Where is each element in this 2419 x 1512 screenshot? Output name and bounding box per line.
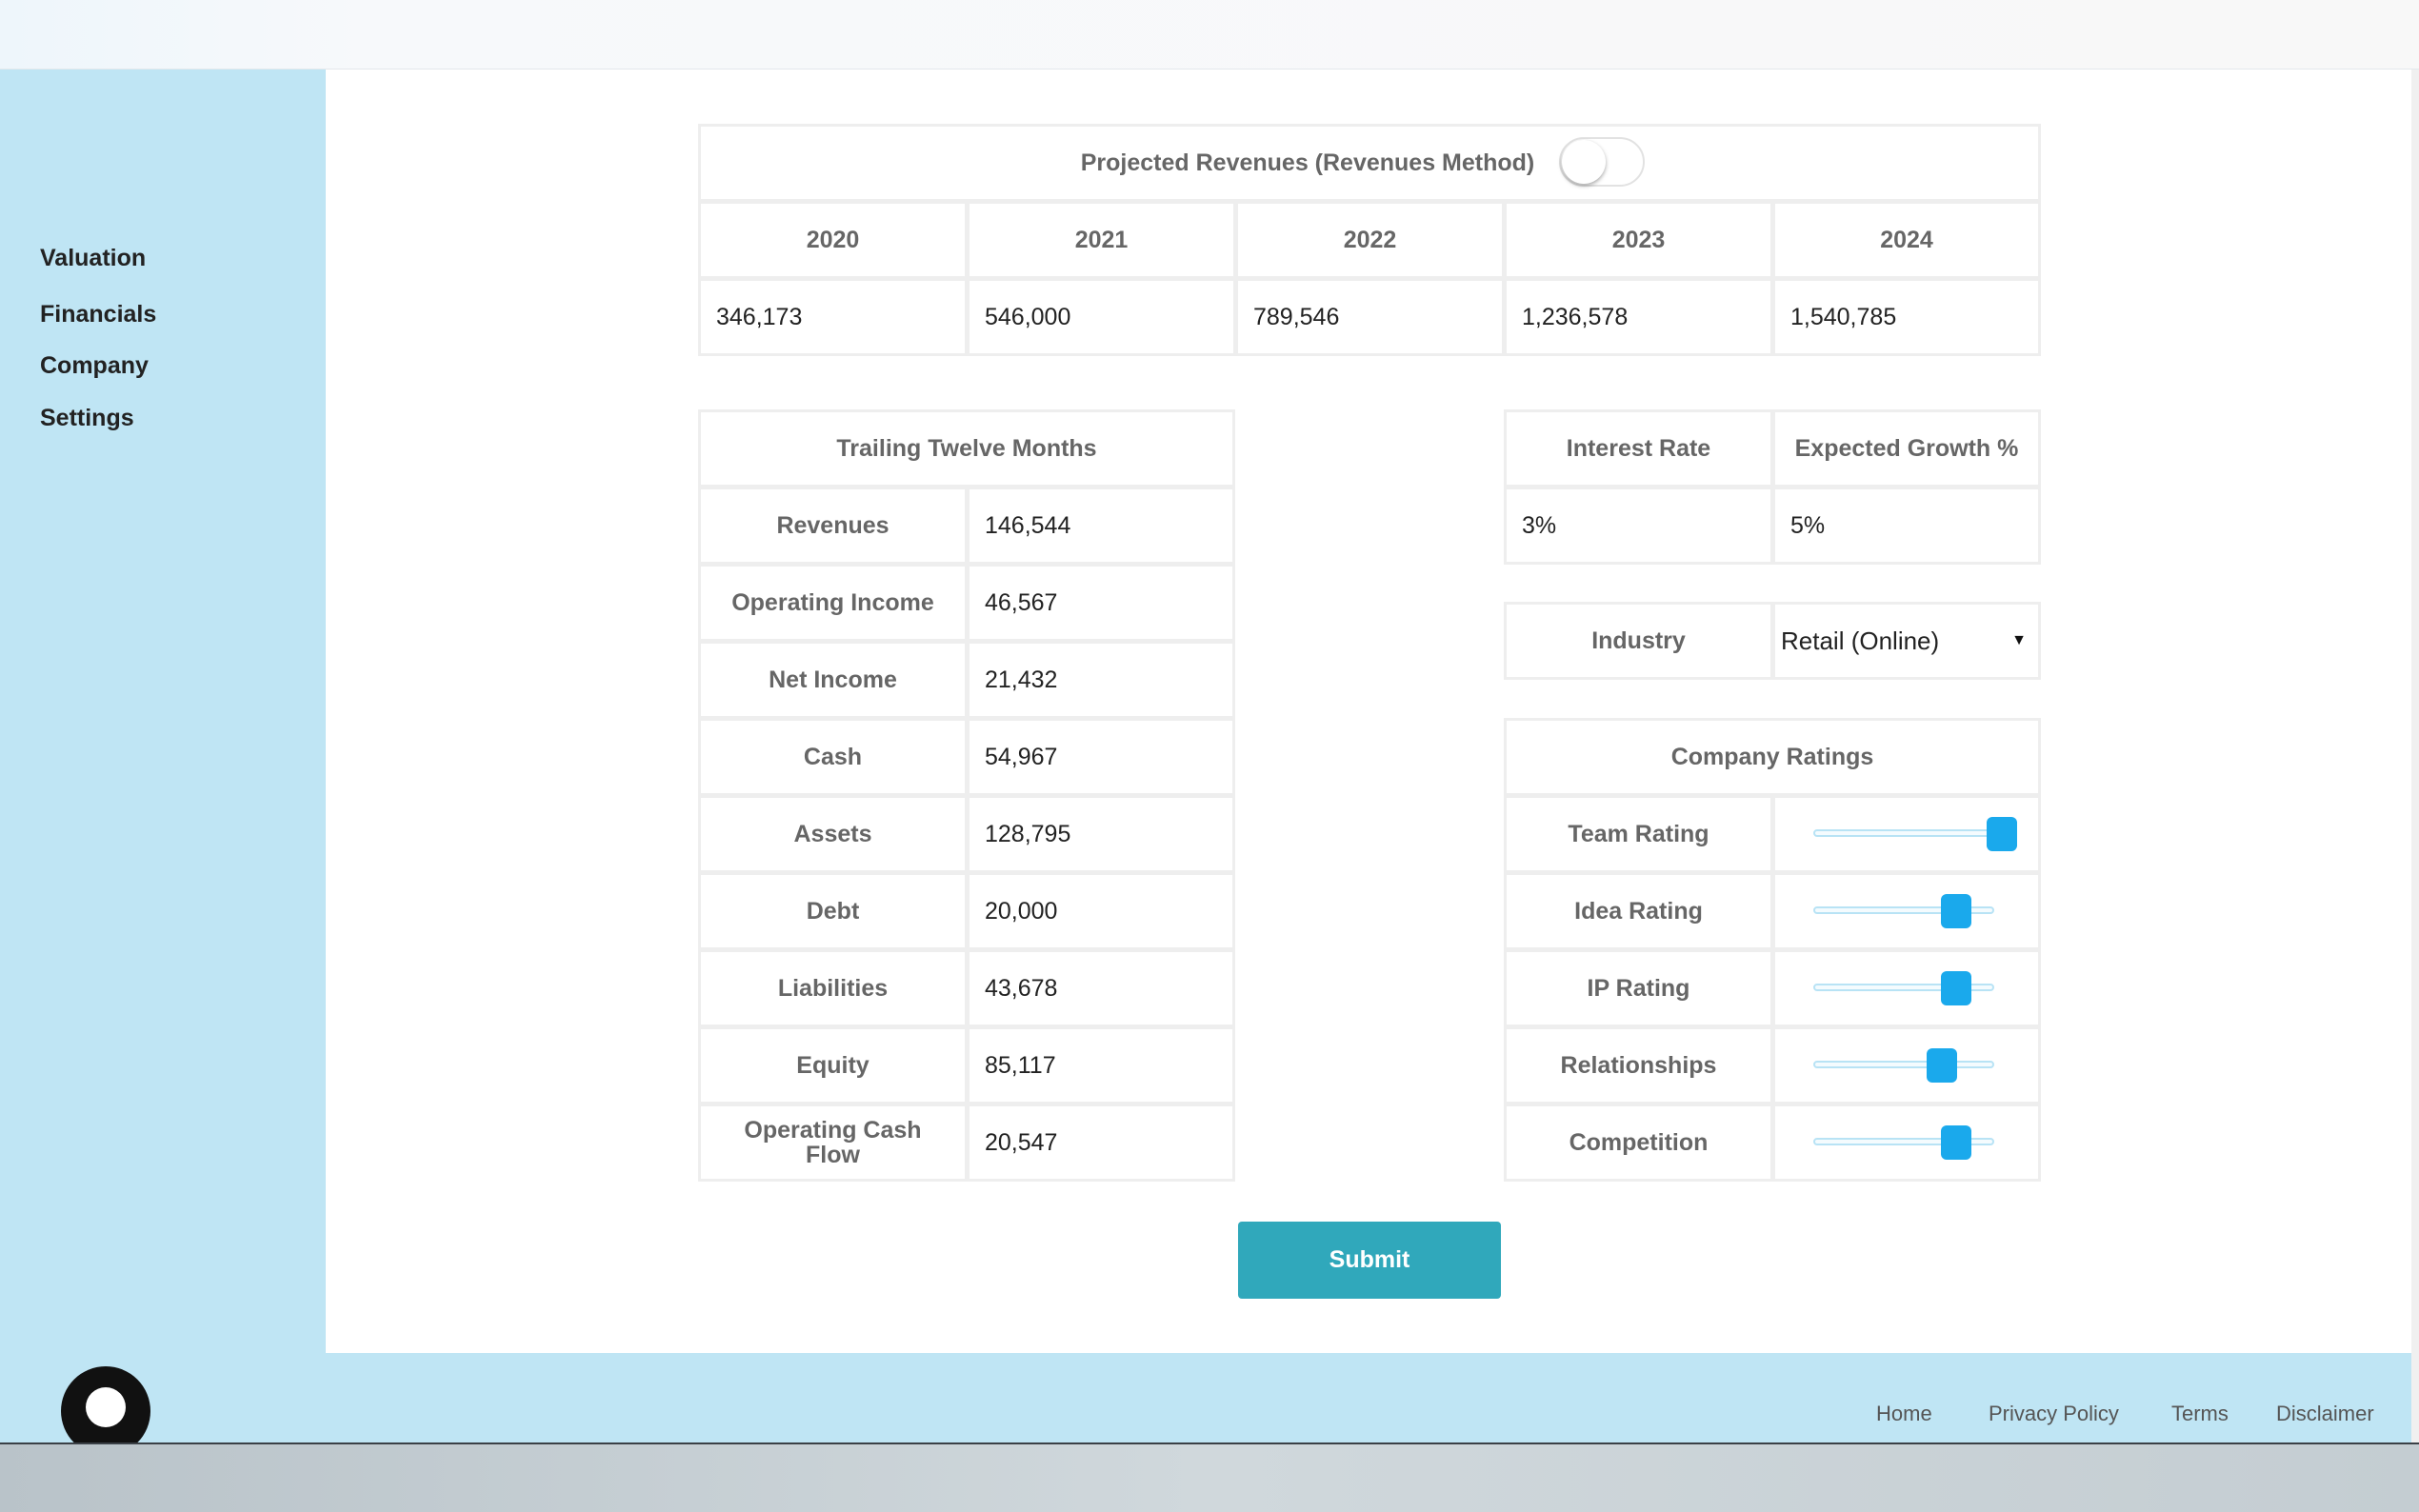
ttm-label-equity: Equity: [698, 1026, 968, 1104]
ttm-input-operating-income[interactable]: 46,567: [967, 564, 1235, 642]
footer-link-privacy-policy[interactable]: Privacy Policy: [1989, 1402, 2119, 1425]
ttm-input-operating-cash-flow[interactable]: 20,547: [967, 1104, 1235, 1182]
footer-link-home[interactable]: Home: [1876, 1402, 1932, 1425]
competition-slider[interactable]: [1813, 1138, 1994, 1145]
competition-slider-thumb[interactable]: [1941, 1125, 1972, 1160]
rating-label-ip: IP Rating: [1504, 949, 1773, 1027]
ttm-input-assets[interactable]: 128,795: [967, 795, 1235, 873]
rating-cell-competition: [1772, 1104, 2041, 1182]
footer-link-terms[interactable]: Terms: [2171, 1402, 2229, 1425]
ip-rating-slider[interactable]: [1813, 984, 1994, 991]
idea-rating-slider-thumb[interactable]: [1941, 894, 1972, 928]
company-ratings-header: Company Ratings: [1504, 718, 2041, 796]
ttm-input-debt[interactable]: 20,000: [967, 872, 1235, 950]
team-rating-slider-thumb[interactable]: [1987, 817, 2017, 851]
projected-value-2022[interactable]: 789,546: [1235, 278, 1505, 356]
year-header-2020: 2020: [698, 201, 968, 279]
ttm-label-revenues: Revenues: [698, 487, 968, 565]
relationships-slider[interactable]: [1813, 1061, 1994, 1068]
team-rating-slider[interactable]: [1813, 829, 1994, 837]
rating-label-competition: Competition: [1504, 1104, 1773, 1182]
footer-link-disclaimer[interactable]: Disclaimer: [2276, 1402, 2374, 1425]
sidebar-item-financials[interactable]: Financials: [40, 301, 157, 328]
interest-rate-input[interactable]: 3%: [1504, 487, 1773, 565]
year-header-2023: 2023: [1504, 201, 1773, 279]
ttm-label-operating-cash-flow: Operating Cash Flow: [698, 1104, 968, 1182]
footer: [0, 1353, 2411, 1442]
rating-cell-team: [1772, 795, 2041, 873]
ttm-input-cash[interactable]: 54,967: [967, 718, 1235, 796]
submit-button[interactable]: Submit: [1238, 1222, 1501, 1299]
ttm-input-net-income[interactable]: 21,432: [967, 641, 1235, 719]
sidebar-item-company[interactable]: Company: [40, 352, 149, 379]
year-header-2024: 2024: [1772, 201, 2041, 279]
ttm-input-equity[interactable]: 85,117: [967, 1026, 1235, 1104]
taskbar-strip: [0, 1442, 2419, 1512]
industry-select[interactable]: Retail (Online) ▼: [1772, 602, 2041, 680]
industry-selected-value: Retail (Online): [1781, 627, 1940, 655]
ttm-header: Trailing Twelve Months: [698, 409, 1235, 487]
relationships-slider-thumb[interactable]: [1926, 1048, 1957, 1083]
rating-cell-relationships: [1772, 1026, 2041, 1104]
rating-label-idea: Idea Rating: [1504, 872, 1773, 950]
year-header-2021: 2021: [967, 201, 1236, 279]
year-header-2022: 2022: [1235, 201, 1505, 279]
ttm-label-net-income: Net Income: [698, 641, 968, 719]
ttm-label-cash: Cash: [698, 718, 968, 796]
browser-top-bar: [0, 0, 2419, 70]
ttm-label-assets: Assets: [698, 795, 968, 873]
ttm-label-liabilities: Liabilities: [698, 949, 968, 1027]
chat-bubble-hole: [86, 1387, 126, 1427]
projected-value-2021[interactable]: 546,000: [967, 278, 1236, 356]
ttm-input-revenues[interactable]: 146,544: [967, 487, 1235, 565]
idea-rating-slider[interactable]: [1813, 906, 1994, 914]
chevron-down-icon: ▼: [2011, 632, 2027, 648]
ttm-input-liabilities[interactable]: 43,678: [967, 949, 1235, 1027]
rating-cell-ip: [1772, 949, 2041, 1027]
ttm-label-debt: Debt: [698, 872, 968, 950]
projected-revenues-header: Projected Revenues (Revenues Method): [698, 124, 2041, 202]
sidebar: Valuation Financials Company Settings: [0, 70, 326, 1353]
sidebar-item-settings[interactable]: Settings: [40, 405, 134, 431]
projected-revenues-toggle[interactable]: [1559, 137, 1645, 187]
rating-label-relationships: Relationships: [1504, 1026, 1773, 1104]
projected-value-2023[interactable]: 1,236,578: [1504, 278, 1773, 356]
sidebar-item-valuation[interactable]: Valuation: [40, 245, 147, 271]
projected-value-2020[interactable]: 346,173: [698, 278, 968, 356]
rating-label-team: Team Rating: [1504, 795, 1773, 873]
projected-value-2024[interactable]: 1,540,785: [1772, 278, 2041, 356]
expected-growth-input[interactable]: 5%: [1772, 487, 2041, 565]
ttm-label-operating-income: Operating Income: [698, 564, 968, 642]
expected-growth-header: Expected Growth %: [1772, 409, 2041, 487]
toggle-knob: [1562, 140, 1606, 184]
page-scrollbar[interactable]: [2411, 70, 2419, 1448]
chat-bubble-icon[interactable]: [61, 1366, 150, 1442]
rating-cell-idea: [1772, 872, 2041, 950]
projected-revenues-title: Projected Revenues (Revenues Method): [1080, 149, 1535, 176]
industry-label: Industry: [1504, 602, 1773, 680]
interest-rate-header: Interest Rate: [1504, 409, 1773, 487]
ip-rating-slider-thumb[interactable]: [1941, 971, 1972, 1005]
